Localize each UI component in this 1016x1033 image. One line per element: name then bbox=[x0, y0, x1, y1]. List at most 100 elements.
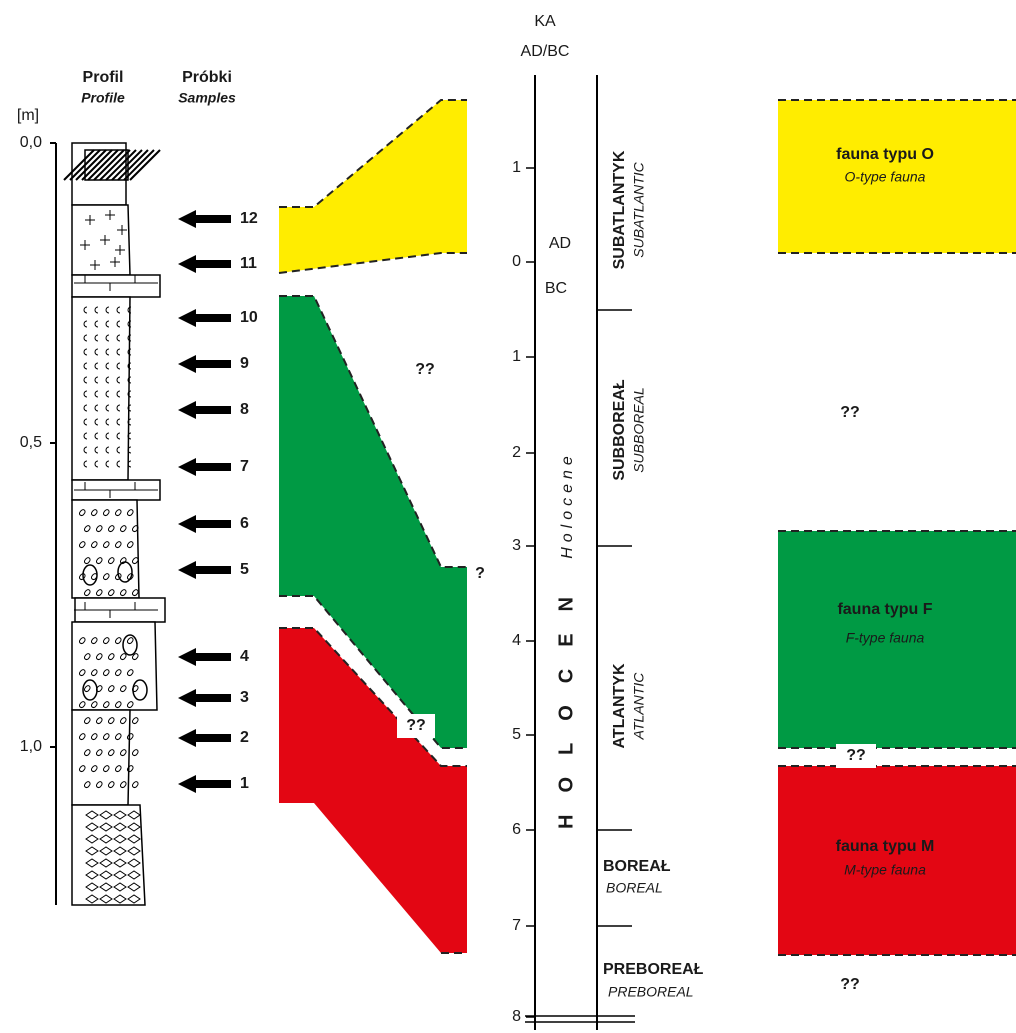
pattern bbox=[108, 717, 115, 724]
pattern bbox=[84, 685, 91, 692]
pattern bbox=[105, 210, 115, 220]
pattern bbox=[132, 717, 139, 724]
zone-green bbox=[279, 296, 467, 748]
pattern bbox=[127, 509, 134, 516]
pattern bbox=[120, 717, 127, 724]
pattern bbox=[127, 432, 132, 440]
pattern bbox=[108, 749, 115, 756]
time-label: 1 bbox=[512, 159, 521, 176]
pattern bbox=[83, 348, 88, 356]
pattern bbox=[80, 240, 90, 250]
pattern bbox=[105, 334, 110, 342]
pattern bbox=[132, 557, 139, 564]
pattern bbox=[127, 446, 132, 454]
pattern bbox=[84, 589, 91, 596]
pattern bbox=[115, 669, 122, 676]
pattern bbox=[113, 834, 127, 844]
pattern bbox=[84, 525, 91, 532]
pattern bbox=[123, 149, 155, 181]
fauna-name: fauna typu M bbox=[836, 838, 935, 855]
pattern bbox=[85, 882, 99, 892]
pattern bbox=[117, 149, 149, 181]
time-label: 5 bbox=[512, 726, 521, 743]
sample-number: 3 bbox=[240, 689, 249, 706]
pattern bbox=[127, 810, 141, 820]
epoch-label-en: Holocene bbox=[559, 451, 576, 559]
pattern bbox=[105, 390, 110, 398]
pattern bbox=[91, 701, 98, 708]
pattern bbox=[94, 460, 99, 468]
pattern bbox=[85, 870, 99, 880]
pattern bbox=[115, 637, 122, 644]
pattern bbox=[83, 306, 88, 314]
pattern bbox=[81, 149, 113, 181]
pattern bbox=[84, 602, 136, 618]
pattern bbox=[96, 749, 103, 756]
pattern bbox=[84, 749, 91, 756]
time-label: 4 bbox=[512, 632, 521, 649]
pattern bbox=[103, 733, 110, 740]
time-label: 1 bbox=[512, 348, 521, 365]
sample-arrow bbox=[178, 458, 231, 476]
pattern bbox=[127, 834, 141, 844]
pattern bbox=[116, 418, 121, 426]
pattern bbox=[132, 589, 139, 596]
pattern bbox=[127, 348, 132, 356]
pattern bbox=[127, 418, 132, 426]
pattern bbox=[127, 858, 141, 868]
pattern bbox=[99, 846, 113, 856]
pattern bbox=[99, 894, 113, 904]
pattern bbox=[96, 717, 103, 724]
pattern bbox=[127, 637, 134, 644]
pattern bbox=[79, 509, 86, 516]
uncertain-label: ? bbox=[475, 565, 485, 582]
pattern bbox=[99, 834, 113, 844]
zone-boundary bbox=[279, 627, 467, 767]
depth-label: 1,0 bbox=[20, 738, 42, 755]
pattern bbox=[117, 561, 133, 583]
pattern bbox=[127, 669, 134, 676]
sample-number: 12 bbox=[240, 210, 258, 227]
pattern bbox=[105, 149, 137, 181]
fauna-name-en: O-type fauna bbox=[845, 169, 926, 185]
sample-arrow bbox=[178, 689, 231, 707]
time-label: 6 bbox=[512, 821, 521, 838]
period-name: PREBOREAŁ bbox=[603, 961, 704, 978]
pattern bbox=[116, 390, 121, 398]
pattern bbox=[79, 701, 86, 708]
sample-number: 5 bbox=[240, 561, 249, 578]
period-name-en: ATLANTIC bbox=[631, 672, 647, 741]
pattern bbox=[105, 432, 110, 440]
pattern bbox=[79, 637, 86, 644]
pattern bbox=[105, 362, 110, 370]
pattern bbox=[83, 432, 88, 440]
pattern bbox=[129, 149, 161, 181]
pattern bbox=[127, 541, 134, 548]
pattern bbox=[113, 846, 127, 856]
sample-number: 11 bbox=[240, 255, 257, 272]
pattern bbox=[83, 320, 88, 328]
pattern bbox=[127, 882, 141, 892]
pattern bbox=[111, 149, 143, 181]
sample-number: 10 bbox=[240, 309, 258, 326]
pattern bbox=[83, 376, 88, 384]
pattern bbox=[127, 733, 134, 740]
pattern bbox=[127, 306, 132, 314]
sample-number: 1 bbox=[240, 775, 249, 792]
sample-arrow bbox=[178, 648, 231, 666]
pattern bbox=[115, 541, 122, 548]
pattern bbox=[94, 376, 99, 384]
pattern bbox=[113, 870, 127, 880]
pattern bbox=[83, 460, 88, 468]
label-box bbox=[836, 744, 876, 768]
pattern bbox=[82, 564, 98, 586]
fauna-name-en: F-type fauna bbox=[846, 630, 925, 646]
pattern bbox=[132, 749, 139, 756]
pattern bbox=[127, 822, 141, 832]
pattern bbox=[132, 781, 139, 788]
pattern bbox=[116, 320, 121, 328]
pattern bbox=[113, 822, 127, 832]
time-label: 7 bbox=[512, 917, 521, 934]
pattern bbox=[93, 149, 125, 181]
